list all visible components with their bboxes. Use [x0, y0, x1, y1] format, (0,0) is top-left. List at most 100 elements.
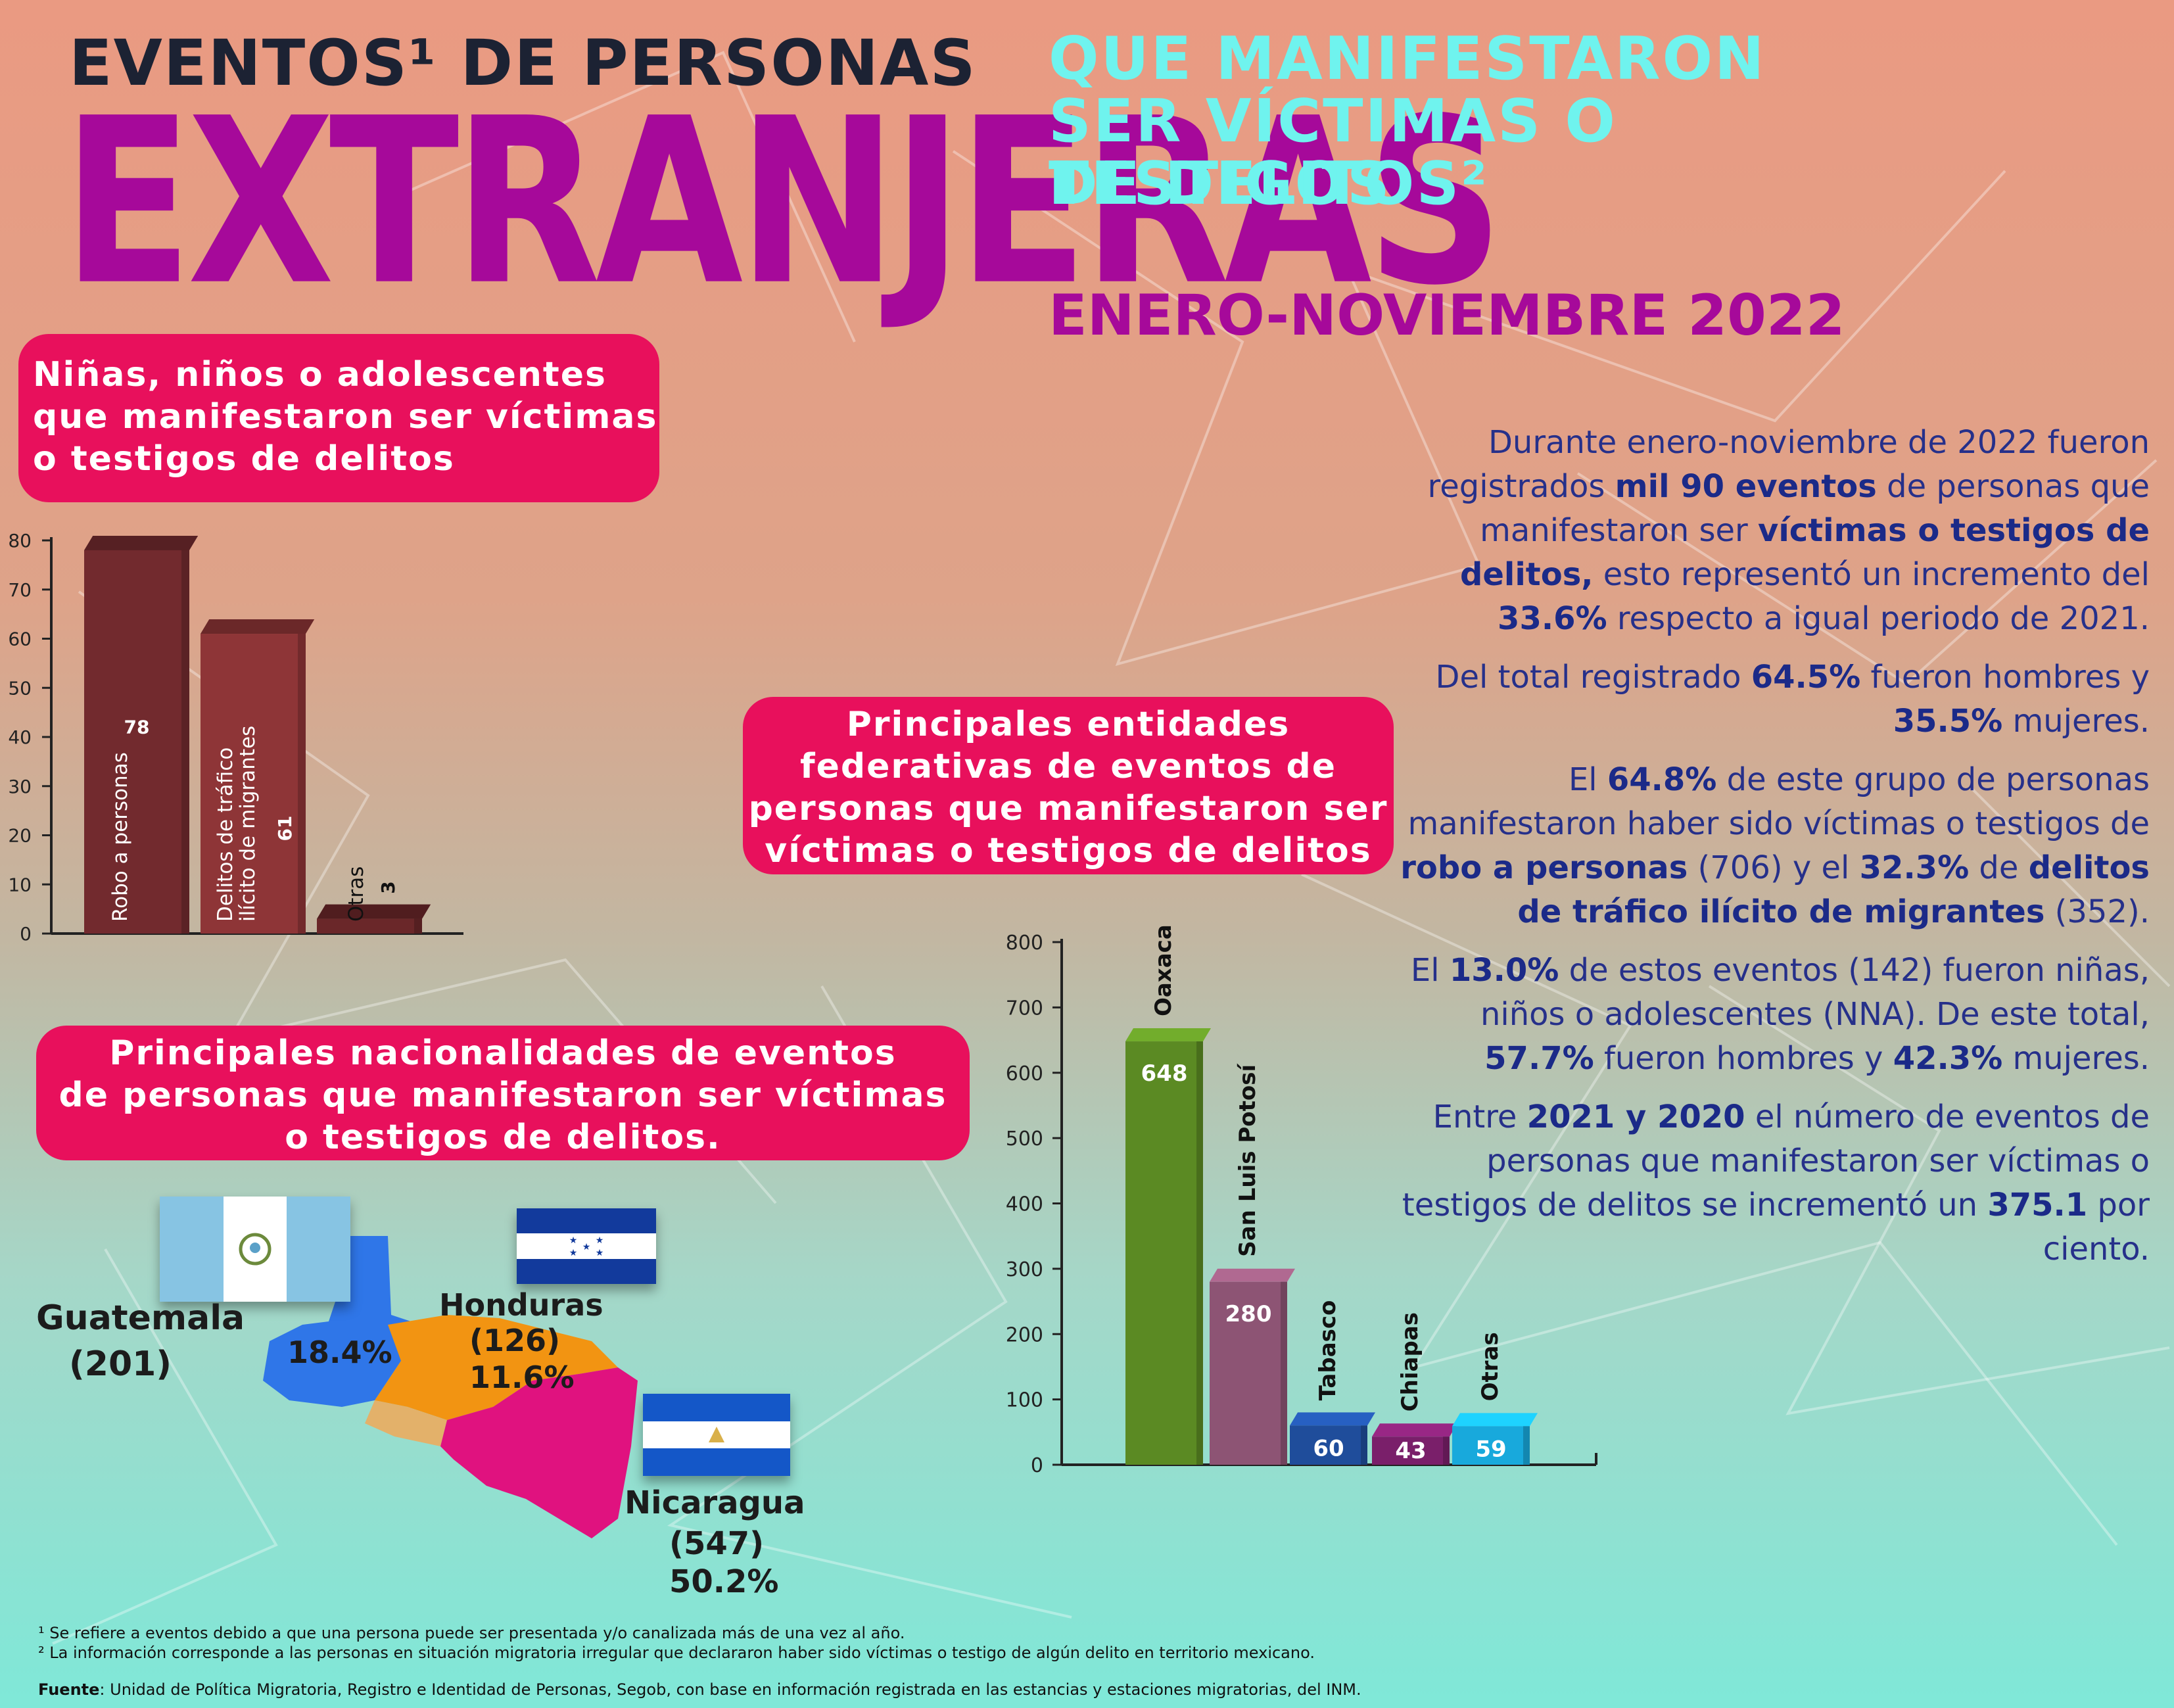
text: de estos eventos (142) fueron niñas, niñ… — [1480, 952, 2150, 1033]
text: Durante enero-noviembre de 2022 fueron r… — [1427, 424, 2150, 505]
text: respecto a igual periodo de 2021. — [1607, 600, 2150, 637]
bar-top — [1452, 1413, 1538, 1427]
entidades-bar-chart: 0 100 200 300 400 500 600 700 800 648 Oaxaca 280 San… — [1006, 924, 1597, 1477]
value-label: 648 — [1141, 1060, 1188, 1087]
text-bold: 57.7% — [1484, 1040, 1594, 1077]
text: fueron hombres y — [1860, 659, 2150, 696]
bar — [1452, 1426, 1530, 1465]
period-title: ENERO-NOVIEMBRE 2022 — [1049, 283, 1845, 348]
title-main: EXTRANJERAS — [62, 70, 1504, 336]
text-bold: 64.8% — [1607, 761, 1717, 798]
y-tick-label: 200 — [1006, 1323, 1043, 1346]
nna-chart-title: Niñas, niños o adolescentes que manifest… — [18, 334, 659, 502]
bar-side — [1443, 1436, 1450, 1465]
y-tick-label: 40 — [8, 726, 32, 748]
entidades-title-line-2: federativas de eventos de — [799, 747, 1336, 786]
y-tick-label: 0 — [1031, 1454, 1043, 1477]
value-label: 3 — [377, 881, 399, 893]
bar-side — [1196, 1041, 1203, 1465]
value-label: 43 — [1395, 1438, 1426, 1464]
summary-paragraph-1: Durante enero-noviembre de 2022 fueron r… — [1367, 421, 2150, 641]
text: mujeres. — [2002, 703, 2150, 740]
category-label: ilícito de migrantes — [236, 726, 260, 922]
text: (352). — [2044, 893, 2150, 930]
text-bold: 13.0% — [1449, 952, 1559, 989]
bar-group — [201, 619, 315, 934]
honduras-count: (126) — [469, 1323, 561, 1358]
value-label: 78 — [124, 717, 150, 738]
nicaragua-count: (547) — [669, 1525, 765, 1562]
text-bold: 33.6% — [1498, 600, 1607, 637]
bar — [84, 550, 189, 934]
text: mujeres. — [2002, 1040, 2150, 1077]
text: Entre — [1432, 1099, 1527, 1135]
svg-text:★: ★ — [596, 1235, 604, 1246]
value-label: 61 — [274, 816, 296, 842]
nna-title-line-3: o testigos de delitos — [33, 439, 455, 479]
y-tick-label: 800 — [1006, 932, 1043, 955]
summary-paragraph-5: Entre 2021 y 2020 el número de eventos d… — [1367, 1095, 2150, 1271]
text-bold: 375.1 — [1987, 1187, 2088, 1223]
bar-side — [1281, 1281, 1287, 1465]
y-tick-label: 80 — [8, 530, 32, 552]
text: el número de eventos de personas que man… — [1402, 1099, 2150, 1223]
bar-top — [317, 904, 431, 919]
honduras-label: Honduras — [439, 1287, 603, 1323]
svg-text:★: ★ — [582, 1242, 591, 1252]
y-tick-label: 50 — [8, 677, 32, 699]
title-line-1: EVENTOS¹ DE PERSONAS — [69, 26, 977, 100]
honduras-percent: 11.6% — [469, 1360, 575, 1395]
bar-top — [1290, 1412, 1375, 1426]
entidades-chart-title: Principales entidades federativas de eve… — [743, 697, 1394, 874]
bar-side — [1361, 1425, 1367, 1465]
bar-top — [84, 535, 199, 550]
y-tick-label: 30 — [8, 776, 32, 797]
nacionalidades-title: Principales nacionalidades de eventos de… — [36, 1026, 970, 1160]
bar-top — [1372, 1423, 1457, 1437]
bar-side — [298, 634, 306, 934]
text-bold: 2021 y 2020 — [1526, 1099, 1745, 1135]
map-honduras — [375, 1315, 618, 1420]
text-bold: mil 90 eventos — [1615, 468, 1877, 505]
source-note: Fuente: Unidad de Política Migratoria, R… — [38, 1680, 1361, 1699]
nicaragua-label: Nicaragua — [625, 1484, 805, 1521]
bar — [317, 918, 422, 934]
y-tick-label: 600 — [1006, 1062, 1043, 1085]
nacionalidades-title-line-2: de personas que manifestaron ser víctima… — [59, 1076, 947, 1115]
category-label: Tabasco — [1315, 1300, 1341, 1401]
category-label: Otras — [1477, 1332, 1503, 1401]
honduras-flag-icon: ★ ★ ★ ★ ★ — [517, 1208, 656, 1284]
nacionalidades-title-line-1: Principales nacionalidades de eventos — [109, 1033, 897, 1073]
title-right-line-1: QUE MANIFESTARON — [1049, 24, 1766, 93]
category-label: San Luis Potosí — [1235, 1063, 1261, 1257]
value-label: 280 — [1225, 1301, 1272, 1327]
bar-group — [1290, 1412, 1375, 1465]
y-tick-label: 300 — [1006, 1258, 1043, 1281]
category-label: Oaxaca — [1150, 924, 1177, 1016]
text-bold: robo a personas — [1400, 849, 1688, 886]
y-tick-label: 60 — [8, 629, 32, 650]
bar — [201, 634, 306, 934]
y-tick-label: 20 — [8, 825, 32, 847]
title-right-line-3: DE DELITOS² — [1049, 149, 1489, 218]
bar-group — [84, 535, 199, 934]
y-tick-label: 400 — [1006, 1193, 1043, 1216]
summary-paragraph-2: Del total registrado 64.5% fueron hombre… — [1367, 655, 2150, 744]
map-nicaragua — [440, 1367, 638, 1538]
category-label: Robo a personas — [108, 752, 132, 922]
text: por ciento. — [2043, 1187, 2150, 1268]
nacionalidades-title-line-3: o testigos de delitos. — [285, 1118, 721, 1157]
category-label: Chiapas — [1397, 1312, 1423, 1411]
text-bold: víctimas o testigos de delitos, — [1459, 512, 2150, 593]
text: El — [1568, 761, 1607, 798]
bar — [1125, 1041, 1203, 1465]
value-label: 60 — [1313, 1435, 1344, 1461]
guatemala-count: (201) — [69, 1344, 172, 1384]
bar-group — [1210, 1268, 1295, 1465]
text: El — [1410, 952, 1450, 989]
nicaragua-flag-icon — [643, 1394, 790, 1476]
bar-top — [1210, 1268, 1295, 1282]
category-label: Delitos de tráfico — [214, 747, 237, 922]
summary-paragraph-4: El 13.0% de estos eventos (142) fueron n… — [1367, 949, 2150, 1081]
bar-side — [414, 918, 422, 934]
